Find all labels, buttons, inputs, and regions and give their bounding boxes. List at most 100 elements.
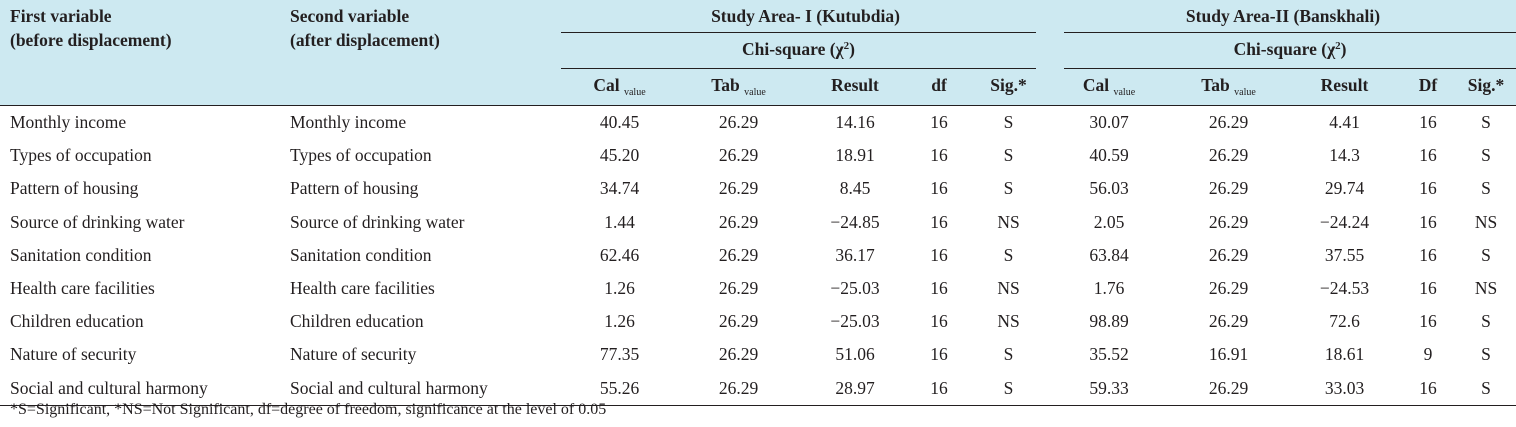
tab-sub-2: value xyxy=(1234,87,1256,98)
table-body: Monthly income Monthly income 40.45 26.29 14… xyxy=(0,106,1516,406)
cell-tab-value-2: 16.91 xyxy=(1208,344,1249,365)
cell-sig-2: S xyxy=(1481,244,1491,265)
cell-sig-1: S xyxy=(967,371,1050,406)
cell-sig-2: S xyxy=(1481,344,1491,365)
chi-sup-1: 2 xyxy=(843,40,850,52)
cell-cal-value-2: 98.89 xyxy=(1089,311,1129,332)
header-second-variable: Second variable (after displacement) xyxy=(280,0,561,106)
cell-result-1: −25.03 xyxy=(830,278,880,299)
cell-cal-value-1: 40.45 xyxy=(599,112,640,133)
cell-second-variable: Social and cultural harmony xyxy=(280,371,561,406)
cell-sig-2: S xyxy=(1481,178,1491,199)
cell-tab-value-2: 26.29 xyxy=(1168,371,1289,406)
cell-first-variable: Children education xyxy=(10,311,144,332)
cell-sig-2: S xyxy=(1481,112,1491,133)
cell-first-variable: Source of drinking water xyxy=(10,211,185,232)
cell-second-variable: Pattern of housing xyxy=(290,178,419,199)
cell-tab-value-1: 26.29 xyxy=(718,244,759,265)
header-study-area-2-label: Study Area-II (Banskhali) xyxy=(1185,6,1381,26)
header-sig-1: Sig.* xyxy=(967,68,1050,106)
table-row: Health care facilities Health care facili… xyxy=(0,272,1516,305)
chi-square-table: First variable (before displacement) Sec… xyxy=(0,0,1516,406)
cell-result-2: 14.3 xyxy=(1329,145,1360,166)
cell-cal-value-2: 56.03 xyxy=(1089,178,1129,199)
cell-tab-value-1: 26.29 xyxy=(678,371,799,406)
table-row: Social and cultural harmony Social and cu… xyxy=(0,371,1516,406)
cell-tab-value-1: 26.29 xyxy=(718,145,759,166)
cell-cal-value-2: 35.52 xyxy=(1089,344,1129,365)
cell-df-1: 16 xyxy=(930,145,948,166)
cell-sig-2: NS xyxy=(1474,211,1498,232)
cell-sig-1: NS xyxy=(997,211,1020,232)
header-second-variable-line2: (after displacement) xyxy=(290,30,440,50)
cell-result-2: 72.6 xyxy=(1329,311,1360,332)
cell-second-variable: Source of drinking water xyxy=(290,211,465,232)
cell-df-1: 16 xyxy=(911,371,967,406)
cell-cal-value-2: 2.05 xyxy=(1093,211,1125,232)
cell-df-2: 9 xyxy=(1423,344,1433,365)
cell-tab-value-2: 26.29 xyxy=(1208,112,1249,133)
cell-cal-value-1: 1.44 xyxy=(604,211,635,232)
header-df-2: Df xyxy=(1400,68,1456,106)
table-footnote: *S=Significant, *NS=Not Significant, df=… xyxy=(10,401,607,418)
cell-df-2: 16 xyxy=(1419,145,1437,166)
table-row: Types of occupation Types of occupation 45… xyxy=(0,139,1516,172)
cell-result-1: 14.16 xyxy=(835,112,875,133)
cell-cal-value-1: 34.74 xyxy=(599,178,640,199)
cell-second-variable: Health care facilities xyxy=(290,278,435,299)
cell-df-1: 16 xyxy=(930,211,948,232)
cell-sig-2: NS xyxy=(1474,278,1498,299)
cell-df-2: 16 xyxy=(1419,278,1437,299)
header-cal-2: Cal value xyxy=(1050,68,1168,106)
cell-sig-2: S xyxy=(1481,311,1491,332)
cell-tab-value-1: 26.29 xyxy=(718,311,759,332)
cell-df-2: 16 xyxy=(1419,244,1437,265)
cell-first-variable: Sanitation condition xyxy=(10,244,152,265)
cell-result-1: 18.91 xyxy=(835,145,875,166)
cell-df-1: 16 xyxy=(930,244,948,265)
cell-first-variable: Health care facilities xyxy=(10,278,155,299)
header-chi-square-1: Chi-square (χ2) xyxy=(561,32,1050,69)
cell-result-1: 36.17 xyxy=(835,244,875,265)
cell-cal-value-1: 55.26 xyxy=(561,371,678,406)
cell-df-1: 16 xyxy=(930,344,948,365)
cell-df-1: 16 xyxy=(930,278,948,299)
cell-df-2: 16 xyxy=(1419,178,1437,199)
table-row: Nature of security Nature of security 77.3… xyxy=(0,338,1516,371)
cell-sig-1: S xyxy=(1003,244,1014,265)
header-first-variable: First variable (before displacement) xyxy=(0,0,280,106)
chi-label-1: Chi-square (χ xyxy=(742,39,844,59)
cell-second-variable: Nature of security xyxy=(290,344,417,365)
cal-sub-1: value xyxy=(623,87,646,98)
cal-label-1: Cal xyxy=(593,75,620,95)
cell-tab-value-2: 26.29 xyxy=(1208,145,1249,166)
cell-df-2: 16 xyxy=(1400,371,1456,406)
tab-label-1: Tab xyxy=(711,75,740,95)
cell-first-variable: Monthly income xyxy=(10,112,127,133)
table-row: Pattern of housing Pattern of housing 34.7… xyxy=(0,172,1516,205)
header-first-variable-line1: First variable xyxy=(10,6,112,26)
header-second-variable-line1: Second variable xyxy=(290,6,410,26)
cell-tab-value-1: 26.29 xyxy=(718,112,759,133)
cell-sig-1: S xyxy=(1003,178,1014,199)
cell-cal-value-1: 45.20 xyxy=(599,145,640,166)
cell-sig-2: S xyxy=(1456,371,1516,406)
cell-result-2: 37.55 xyxy=(1324,244,1365,265)
table-row: Monthly income Monthly income 40.45 26.29 14… xyxy=(0,106,1516,140)
chi-sup-2: 2 xyxy=(1335,40,1341,52)
cell-second-variable: Children education xyxy=(290,311,424,332)
cell-result-2: −24.53 xyxy=(1319,278,1370,299)
cell-result-2: 29.74 xyxy=(1324,178,1365,199)
cell-sig-1: S xyxy=(1003,145,1014,166)
cell-cal-value-1: 1.26 xyxy=(604,311,635,332)
header-study-area-2: Study Area-II (Banskhali) xyxy=(1050,0,1516,33)
cell-tab-value-2: 26.29 xyxy=(1208,211,1249,232)
cell-cal-value-2: 40.59 xyxy=(1089,145,1129,166)
chi-label-2: Chi-square (χ xyxy=(1233,39,1336,59)
cell-tab-value-1: 26.29 xyxy=(718,344,759,365)
cell-sig-1: S xyxy=(1003,112,1014,133)
cal-sub-2: value xyxy=(1113,87,1136,98)
header-tab-1: Tab value xyxy=(678,68,799,106)
cell-sig-1: S xyxy=(1003,344,1014,365)
